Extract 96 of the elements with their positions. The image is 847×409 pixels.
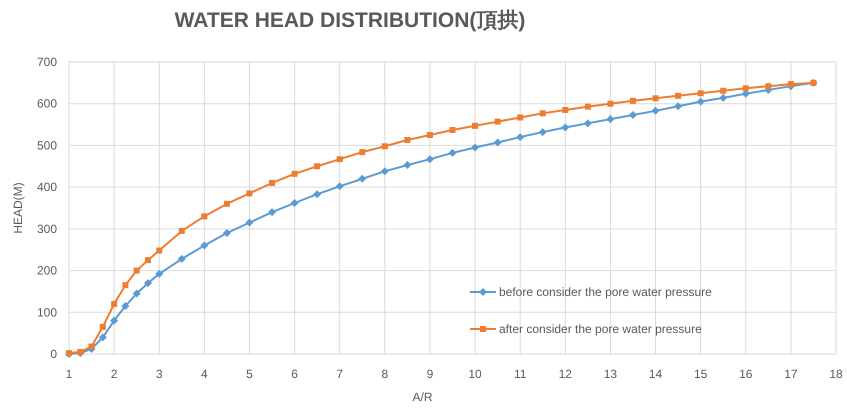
point bbox=[222, 229, 231, 238]
y-axis-title: HEAD(M) bbox=[11, 182, 25, 234]
point bbox=[674, 102, 682, 110]
point bbox=[201, 213, 208, 220]
point bbox=[100, 324, 106, 330]
point bbox=[652, 106, 660, 115]
point bbox=[426, 155, 434, 164]
point bbox=[246, 190, 252, 196]
x-tick-label: 11 bbox=[514, 367, 527, 381]
point bbox=[358, 174, 366, 183]
point bbox=[719, 94, 728, 102]
x-tick-label: 12 bbox=[558, 367, 572, 381]
point bbox=[540, 110, 546, 116]
point bbox=[132, 290, 141, 298]
x-tick-label: 6 bbox=[291, 367, 298, 381]
point bbox=[122, 282, 128, 288]
point bbox=[494, 118, 501, 125]
point bbox=[178, 254, 186, 263]
point bbox=[77, 348, 84, 355]
point bbox=[156, 248, 162, 254]
point bbox=[652, 95, 659, 102]
point bbox=[200, 242, 208, 250]
point bbox=[538, 128, 547, 136]
x-tick-label: 15 bbox=[694, 367, 708, 381]
point bbox=[448, 148, 456, 157]
point bbox=[516, 133, 524, 142]
point bbox=[404, 137, 410, 144]
point bbox=[720, 88, 726, 94]
point bbox=[268, 208, 276, 216]
point bbox=[494, 138, 502, 147]
point bbox=[144, 279, 152, 288]
y-tick-label: 600 bbox=[36, 96, 58, 111]
point bbox=[314, 163, 320, 170]
point bbox=[245, 218, 254, 227]
x-axis-title: A/R bbox=[412, 390, 433, 404]
point bbox=[562, 106, 568, 113]
x-tick-label: 3 bbox=[156, 367, 163, 381]
x-tick-label: 14 bbox=[648, 367, 663, 381]
x-tick-label: 13 bbox=[604, 367, 618, 381]
point bbox=[472, 122, 478, 129]
point bbox=[121, 302, 130, 310]
x-tick-label: 17 bbox=[784, 367, 798, 381]
point bbox=[110, 316, 118, 325]
x-tick-label: 9 bbox=[426, 367, 434, 381]
point bbox=[403, 161, 412, 170]
point bbox=[742, 85, 749, 92]
point bbox=[584, 104, 591, 110]
y-tick-label: 400 bbox=[36, 180, 58, 194]
point bbox=[606, 115, 614, 124]
point bbox=[471, 144, 480, 152]
point bbox=[628, 110, 637, 119]
point bbox=[336, 156, 343, 162]
point bbox=[561, 123, 570, 132]
point bbox=[134, 268, 140, 274]
point bbox=[313, 190, 322, 198]
point bbox=[675, 92, 682, 99]
x-tick-label: 2 bbox=[110, 367, 118, 381]
point bbox=[336, 182, 344, 190]
point bbox=[111, 300, 118, 307]
y-tick-label: 700 bbox=[36, 55, 58, 69]
point bbox=[292, 170, 298, 177]
point bbox=[224, 200, 230, 207]
y-tick-label: 500 bbox=[36, 138, 58, 152]
x-tick-label: 16 bbox=[739, 367, 753, 381]
point bbox=[155, 270, 164, 278]
point bbox=[98, 333, 107, 342]
chart-title: WATER HEAD DISTRIBUTION(頂拱) bbox=[174, 9, 526, 32]
x-tick-label: 4 bbox=[201, 367, 208, 381]
point bbox=[765, 83, 772, 90]
y-tick-label: 0 bbox=[50, 347, 58, 361]
point bbox=[88, 343, 95, 350]
point bbox=[517, 114, 524, 120]
point bbox=[630, 98, 636, 104]
point bbox=[696, 98, 705, 106]
x-tick-label: 7 bbox=[336, 367, 344, 381]
x-tick-label: 1 bbox=[66, 367, 73, 381]
x-tick-label: 5 bbox=[246, 367, 254, 381]
point bbox=[380, 167, 389, 176]
x-tick-label: 8 bbox=[381, 367, 388, 381]
point bbox=[607, 100, 614, 107]
y-tick-label: 200 bbox=[36, 264, 58, 278]
point bbox=[584, 119, 592, 128]
point bbox=[269, 180, 276, 186]
point bbox=[382, 143, 388, 150]
point bbox=[426, 132, 433, 138]
point bbox=[450, 126, 456, 133]
point bbox=[788, 81, 794, 88]
point bbox=[144, 257, 151, 264]
x-tick-label: 18 bbox=[829, 367, 843, 381]
point bbox=[290, 198, 299, 207]
x-tick-label: 10 bbox=[468, 367, 482, 381]
point bbox=[359, 149, 366, 156]
y-tick-label: 100 bbox=[36, 305, 58, 320]
point bbox=[698, 90, 704, 96]
point bbox=[178, 228, 185, 234]
y-tick-label: 300 bbox=[36, 222, 58, 236]
